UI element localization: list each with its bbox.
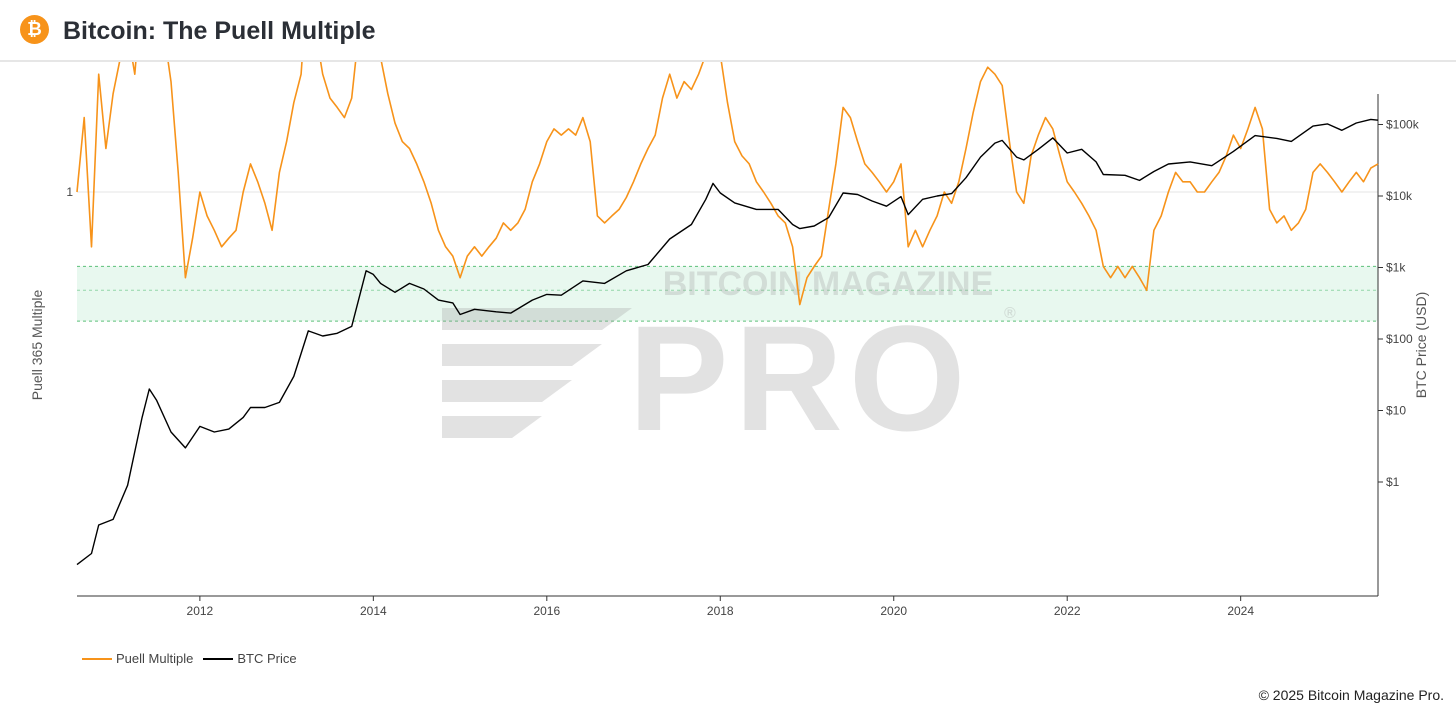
watermark-pro-text: PRO [628, 294, 971, 462]
puell-multiple-line [76, 62, 1379, 306]
right-tick-label: $10 [1386, 404, 1406, 418]
chart-legend: Puell Multiple BTC Price [82, 651, 307, 666]
x-tick-label: 2022 [1054, 604, 1081, 618]
legend-item-puell[interactable]: Puell Multiple [82, 651, 193, 666]
band-green [77, 266, 1378, 322]
bitcoin-logo-icon: ₿ [20, 15, 49, 44]
x-tick-label: 2020 [880, 604, 907, 618]
chart-header: ₿ Bitcoin: The Puell Multiple [0, 0, 1456, 62]
watermark-top-text: BITCOIN MAGAZINE [663, 265, 994, 303]
legend-swatch-puell [82, 657, 112, 660]
x-tick-label: 2018 [707, 604, 734, 618]
right-tick-label: $10k [1386, 189, 1413, 203]
copyright-text: © 2025 Bitcoin Magazine Pro. [1258, 687, 1444, 703]
watermark-logo-bar [442, 308, 632, 330]
watermark-logo-bar [442, 380, 572, 402]
page-title: Bitcoin: The Puell Multiple [63, 17, 376, 45]
x-tick-label: 2012 [187, 604, 214, 618]
watermark-logo-bar [442, 344, 602, 366]
watermark-logo-icon [442, 308, 632, 438]
right-tick-label: $1k [1386, 261, 1406, 275]
x-tick-label: 2024 [1227, 604, 1254, 618]
x-tick-label: 2016 [533, 604, 560, 618]
legend-item-price[interactable]: BTC Price [203, 651, 297, 666]
legend-label-puell: Puell Multiple [116, 651, 194, 666]
x-tick-label: 2014 [360, 604, 387, 618]
right-tick-label: $100 [1386, 332, 1413, 346]
left-axis-title: Puell 365 Multiple [29, 290, 45, 401]
right-tick-label: $100k [1386, 118, 1420, 132]
watermark-logo-bar [442, 416, 542, 438]
btc-price-line [76, 118, 1379, 566]
left-tick-label: 1 [66, 185, 73, 199]
right-tick-label: $1 [1386, 475, 1400, 489]
right-axis-title: BTC Price (USD) [1413, 292, 1429, 399]
legend-label-price: BTC Price [237, 651, 297, 666]
watermark-registered-text: ® [1004, 305, 1016, 322]
legend-swatch-price [203, 657, 234, 660]
